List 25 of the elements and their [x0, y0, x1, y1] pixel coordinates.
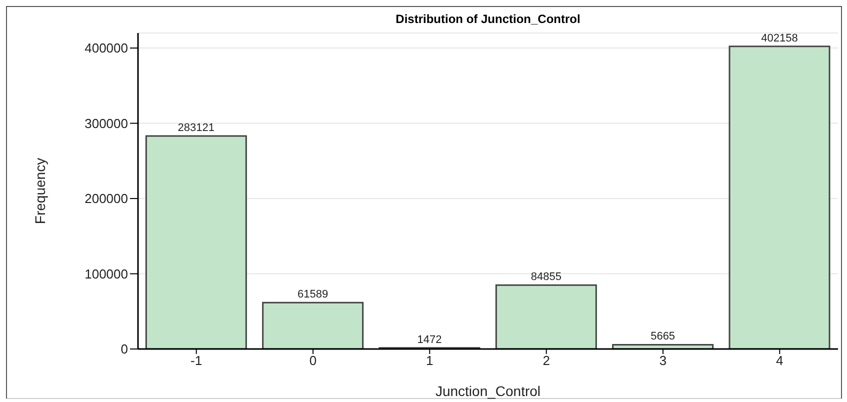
y-axis-title: Frequency — [32, 158, 48, 224]
x-tick-label: 2 — [542, 353, 550, 368]
x-tick-label: 1 — [426, 353, 434, 368]
y-tick-label: 0 — [120, 342, 128, 357]
x-tick-label: 0 — [309, 353, 317, 368]
bar — [495, 284, 597, 349]
y-tick-label: 400000 — [84, 40, 128, 56]
data-label: 402158 — [761, 32, 798, 44]
bar — [262, 302, 364, 349]
y-tick-label: 200000 — [84, 191, 128, 206]
x-tick-label: 4 — [776, 353, 784, 368]
data-label: 283121 — [178, 122, 215, 134]
x-tick-label: -1 — [190, 353, 202, 368]
x-axis-title: Junction_Control — [435, 383, 541, 399]
bar — [612, 344, 714, 349]
data-label: 5665 — [650, 330, 676, 343]
data-label: 1472 — [417, 334, 442, 346]
y-tick-label: 300000 — [84, 116, 128, 131]
chart-title: Distribution of Junction_Control — [394, 12, 582, 26]
data-label: 61589 — [298, 288, 328, 301]
data-label: 84855 — [530, 271, 562, 284]
bar — [145, 135, 247, 349]
y-tick-label: 100000 — [84, 266, 128, 282]
x-tick-label: 3 — [659, 353, 667, 368]
bar — [728, 46, 830, 349]
